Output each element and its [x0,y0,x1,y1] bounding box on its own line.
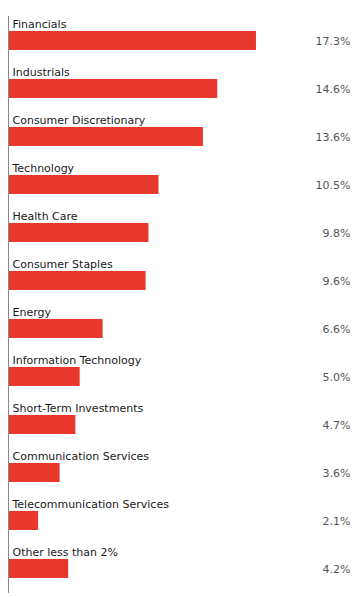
svg-text:Telecommunication Services: Telecommunication Services [12,498,170,511]
svg-text:17.3%: 17.3% [316,35,351,48]
svg-text:Industrials: Industrials [13,66,71,79]
svg-text:4.7%: 4.7% [323,419,351,432]
svg-text:6.6%: 6.6% [323,323,351,336]
svg-text:9.6%: 9.6% [323,275,351,288]
svg-text:9.8%: 9.8% [323,227,351,240]
svg-text:13.6%: 13.6% [316,131,351,144]
svg-text:Technology: Technology [12,162,75,175]
svg-text:2.1%: 2.1% [323,515,351,528]
svg-text:5.0%: 5.0% [323,371,351,384]
svg-text:Consumer Staples: Consumer Staples [13,258,113,271]
svg-text:Health Care: Health Care [13,210,78,223]
svg-text:Information Technology: Information Technology [13,354,142,367]
svg-text:Financials: Financials [13,18,67,31]
svg-text:Short-Term Investments: Short-Term Investments [13,402,144,415]
svg-text:Other less than 2%: Other less than 2% [13,546,118,559]
svg-text:Energy: Energy [13,306,52,319]
svg-text:3.6%: 3.6% [323,467,351,480]
svg-text:10.5%: 10.5% [316,179,351,192]
svg-text:4.2%: 4.2% [323,563,351,576]
svg-text:Communication Services: Communication Services [13,450,150,463]
svg-text:Consumer Discretionary: Consumer Discretionary [13,114,146,127]
svg-text:14.6%: 14.6% [316,83,351,96]
